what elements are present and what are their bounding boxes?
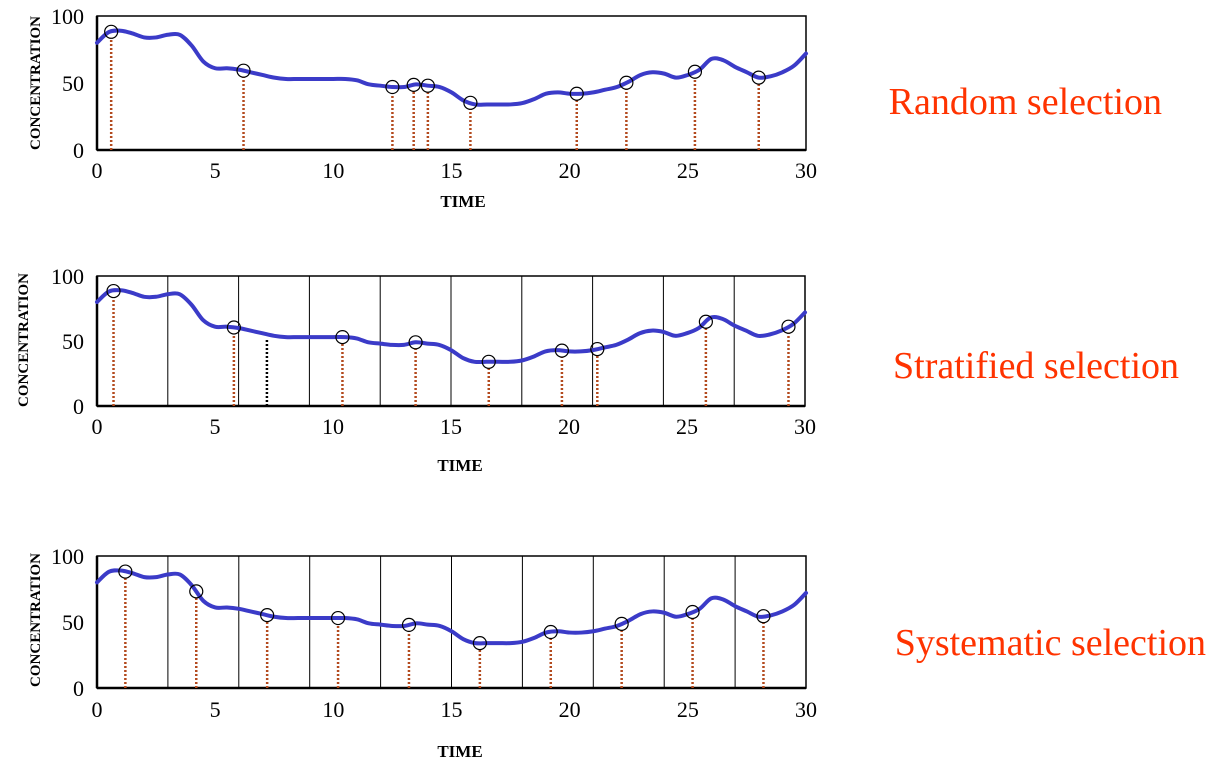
chart-1-sample-point-8 <box>781 319 796 334</box>
chart-0-sample-point-9 <box>751 70 766 85</box>
chart-2-sample-point-6 <box>543 624 558 640</box>
chart-1-x-tick-3: 15 <box>440 414 462 439</box>
chart-0-ylabel: CONCENTRATION <box>28 16 44 150</box>
chart-1-x-tick-6: 30 <box>794 414 816 439</box>
chart-2-sample-point-9 <box>756 609 771 624</box>
chart-0-sample-point-3 <box>406 77 421 92</box>
chart-1-sample-point-7 <box>698 314 713 329</box>
chart-2-x-tick-5: 25 <box>677 697 699 722</box>
chart-0-y-tick-1: 50 <box>62 71 84 96</box>
chart-1-sample-point-4 <box>481 354 496 369</box>
chart-1-xlabel: TIME <box>437 456 482 475</box>
chart-2-sample-point-7 <box>614 616 629 631</box>
chart-2-y-tick-1: 50 <box>62 610 84 635</box>
chart-0-sample-point-8 <box>687 64 703 79</box>
chart-0-sample-point-7 <box>619 75 634 90</box>
chart-0-sample-point-5 <box>463 95 478 110</box>
chart-1-x-tick-0: 0 <box>92 414 103 439</box>
chart-0-x-tick-1: 5 <box>210 158 221 183</box>
chart-0-concentration-curve <box>95 28 808 107</box>
chart-0-xlabel: TIME <box>440 192 485 211</box>
chart-1-sample-point-0 <box>106 283 121 299</box>
chart-2-sample-point-4 <box>401 617 417 633</box>
chart-0-x-tick-2: 10 <box>322 158 344 183</box>
chart-0-x-tick-4: 20 <box>559 158 581 183</box>
chart-0-sample-point-1 <box>236 63 251 78</box>
chart-2-sample-point-3 <box>330 610 346 626</box>
chart-0-sample-point-2 <box>385 79 400 95</box>
chart-1-y-tick-0: 0 <box>73 394 84 419</box>
chart-2-x-tick-0: 0 <box>92 697 103 722</box>
chart-2-side-label: Systematic selection <box>895 622 1206 664</box>
chart-1-sample-point-1 <box>226 320 241 335</box>
chart-1-x-tick-2: 10 <box>322 414 344 439</box>
chart-1-sample-point-2 <box>335 330 350 345</box>
chart-0-sample-point-6 <box>569 86 584 101</box>
chart-2-sample-point-0 <box>118 564 133 579</box>
chart-2-sample-point-5 <box>472 636 487 651</box>
chart-1-y-tick-1: 50 <box>62 329 84 354</box>
chart-0-frame <box>96 15 807 151</box>
chart-0-sample-point-0 <box>104 24 119 39</box>
chart-1-x-tick-1: 5 <box>210 414 221 439</box>
chart-0-y-tick-2: 100 <box>51 4 84 29</box>
chart-1-x-tick-4: 20 <box>558 414 580 439</box>
chart-0-x-tick-3: 15 <box>441 158 463 183</box>
chart-2-xlabel: TIME <box>437 742 482 761</box>
chart-1-side-label: Stratified selection <box>893 345 1179 387</box>
chart-2-sample-point-8 <box>685 604 700 620</box>
chart-1-concentration-curve <box>95 288 807 365</box>
chart-2-x-tick-1: 5 <box>210 697 221 722</box>
random-selection-chart: 0 5 10 15 20 25 30 0 50 100 CONCENTRATION TIME Rando… <box>28 4 1162 211</box>
chart-2-y-tick-2: 100 <box>51 544 84 569</box>
chart-2-ylabel: CONCENTRATION <box>28 553 44 687</box>
chart-1-sample-point-3 <box>408 335 423 350</box>
chart-0-x-tick-6: 30 <box>795 158 817 183</box>
chart-1-sample-point-6 <box>590 341 605 357</box>
chart-1-sample-point-5 <box>554 343 570 358</box>
chart-2-sample-point-2 <box>260 608 275 623</box>
stratified-selection-chart: 0 5 10 15 20 25 30 0 50 100 CONCENTRATION TIME Strat… <box>16 264 1179 475</box>
chart-0-y-tick-0: 0 <box>73 138 84 163</box>
chart-0-sample-point-4 <box>420 78 435 93</box>
chart-1-y-tick-2: 100 <box>51 264 84 289</box>
chart-2-concentration-curve <box>95 568 808 646</box>
systematic-selection-chart: 0 5 10 15 20 25 30 0 50 100 CONCENTRATION TIME Syste… <box>28 544 1206 761</box>
chart-2-x-tick-6: 30 <box>795 697 817 722</box>
chart-2-x-tick-2: 10 <box>322 697 344 722</box>
chart-2-x-tick-3: 15 <box>441 697 463 722</box>
chart-2-sample-point-1 <box>189 584 204 599</box>
chart-2-y-tick-0: 0 <box>73 676 84 701</box>
chart-2-x-tick-4: 20 <box>559 697 581 722</box>
chart-1-x-tick-5: 25 <box>676 414 698 439</box>
chart-0-x-tick-0: 0 <box>92 158 103 183</box>
chart-1-ylabel: CONCENTRATION <box>16 273 32 407</box>
chart-0-side-label: Random selection <box>889 81 1162 123</box>
chart-0-x-tick-5: 25 <box>677 158 699 183</box>
